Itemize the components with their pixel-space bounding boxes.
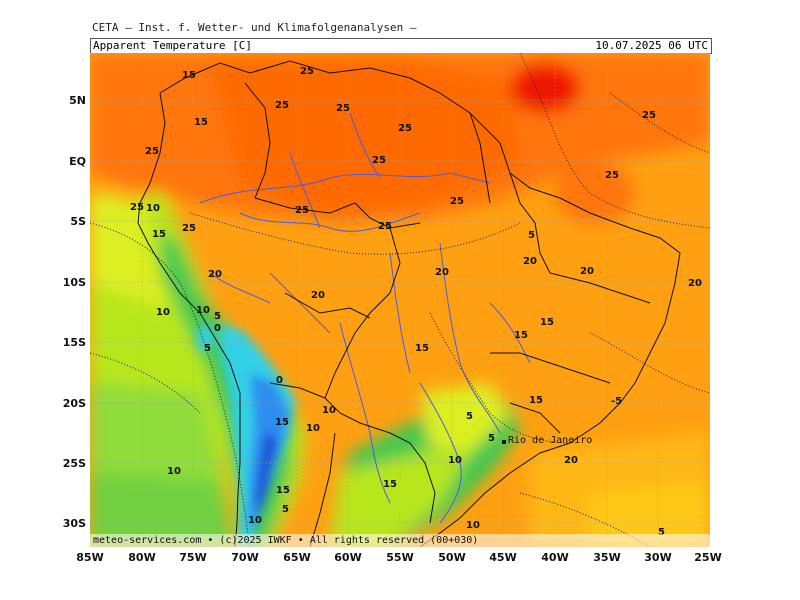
contour-label: 5	[204, 343, 211, 354]
contour-label: 15	[529, 395, 543, 406]
city-label-rio: Rio de Janeiro	[508, 435, 593, 446]
lon-label: 80W	[128, 551, 156, 564]
copyright-text: meteo-services.com • (c)2025 IWKF • All …	[93, 535, 479, 546]
contour-label: 15	[194, 117, 208, 128]
contour-label: 25	[275, 100, 289, 111]
lon-label: 40W	[541, 551, 569, 564]
contour-label: 25	[300, 66, 314, 77]
lat-label: 5S	[70, 215, 86, 228]
contour-label: 25	[605, 170, 619, 181]
contour-label: 20	[580, 266, 594, 277]
contour-label: 15	[182, 70, 196, 81]
lat-label: 10S	[62, 276, 86, 289]
contour-label: 15	[514, 330, 528, 341]
coastline	[137, 60, 681, 547]
contour-label: 25	[130, 202, 144, 213]
contour-label: 20	[311, 290, 325, 301]
contour-label: 5	[658, 527, 665, 538]
contour-label: 5	[282, 504, 289, 515]
contour-label: 20	[564, 455, 578, 466]
contour-label: 20	[435, 267, 449, 278]
contour-label: 25	[372, 155, 386, 166]
lon-label: 35W	[593, 551, 621, 564]
contour-label: 25	[336, 103, 350, 114]
contour-label: -5	[611, 396, 623, 407]
contour-label: 5	[214, 311, 221, 322]
lat-label: 30S	[62, 517, 86, 530]
temperature-map[interactable]: 15 25 25 25 25 25 15 25 25 25 25 25 25 1…	[90, 53, 710, 547]
contour-label: 15	[383, 479, 397, 490]
parameter-label: Apparent Temperature [C]	[93, 39, 252, 52]
lon-label: 75W	[179, 551, 207, 564]
temperature-field	[90, 53, 710, 547]
lat-label: EQ	[69, 155, 86, 168]
lat-label: 25S	[62, 457, 86, 470]
contour-label: 15	[415, 343, 429, 354]
contour-label: 25	[450, 196, 464, 207]
lon-label: 55W	[386, 551, 414, 564]
contour-label: 25	[398, 123, 412, 134]
valid-time: 10.07.2025 06 UTC	[595, 39, 708, 52]
contour-label: 25	[642, 110, 656, 121]
cold-core	[197, 323, 295, 547]
lon-label: 60W	[334, 551, 362, 564]
contour-label: 10	[146, 203, 160, 214]
contour-label: 5	[488, 433, 495, 444]
contour-label: 10	[306, 423, 320, 434]
institute-title: CETA – Inst. f. Wetter- und Klimafolgena…	[92, 21, 417, 34]
contour-label: 10	[248, 515, 262, 526]
lon-label: 30W	[644, 551, 672, 564]
lon-label: 70W	[231, 551, 259, 564]
rivers	[199, 112, 531, 524]
title-bar: Apparent Temperature [C] 10.07.2025 06 U…	[90, 38, 712, 54]
lon-label: 45W	[489, 551, 517, 564]
contour-label: 25	[295, 205, 309, 216]
contour-label: 15	[152, 229, 166, 240]
contours	[90, 53, 710, 547]
lat-label: 5N	[69, 94, 86, 107]
lat-label: 15S	[62, 336, 86, 349]
lon-label: 65W	[283, 551, 311, 564]
lat-lon-grid	[90, 53, 710, 547]
lon-label: 25W	[694, 551, 722, 564]
contour-label: 15	[275, 417, 289, 428]
contour-label: 20	[688, 278, 702, 289]
contour-label: 5	[466, 411, 473, 422]
contour-label: 10	[156, 307, 170, 318]
contour-label: 15	[276, 485, 290, 496]
contour-label: 25	[182, 223, 196, 234]
copyright-footer: meteo-services.com • (c)2025 IWKF • All …	[90, 534, 710, 547]
contour-label: 0	[214, 323, 221, 334]
contour-label: 10	[466, 520, 480, 531]
map-canvas	[90, 53, 710, 547]
contour-label: 15	[540, 317, 554, 328]
contour-label: 10	[448, 455, 462, 466]
contour-label: 10	[167, 466, 181, 477]
contour-label: 5	[528, 230, 535, 241]
contour-label: 25	[378, 221, 392, 232]
lat-label: 20S	[62, 397, 86, 410]
contour-label: 20	[208, 269, 222, 280]
contour-label: 0	[276, 375, 283, 386]
contour-label: 10	[196, 305, 210, 316]
contour-label: 25	[145, 146, 159, 157]
contour-label: 20	[523, 256, 537, 267]
city-marker	[502, 440, 506, 444]
lon-label: 50W	[438, 551, 466, 564]
contour-label: 10	[322, 405, 336, 416]
lon-label: 85W	[76, 551, 104, 564]
